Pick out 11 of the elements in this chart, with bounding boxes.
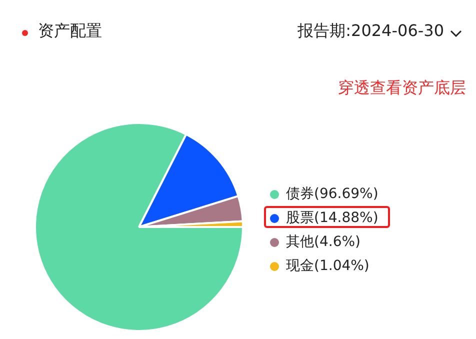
legend-label: 其他 xyxy=(286,234,314,250)
chart-title: 资产配置 xyxy=(38,21,102,42)
chart-subtitle: 报告期:2024-06-30 xyxy=(298,21,444,42)
text: 穿透查看资产底层 xyxy=(338,78,466,99)
data-label: (96.69%) xyxy=(314,186,378,202)
legend-label: 现金 xyxy=(286,258,314,274)
legend-label: 债券 xyxy=(286,186,314,202)
data-label: (14.88%) xyxy=(314,210,378,226)
legend-label: 股票 xyxy=(286,210,314,226)
data-label: (4.6%) xyxy=(314,234,360,250)
data-label: (1.04%) xyxy=(314,258,370,274)
